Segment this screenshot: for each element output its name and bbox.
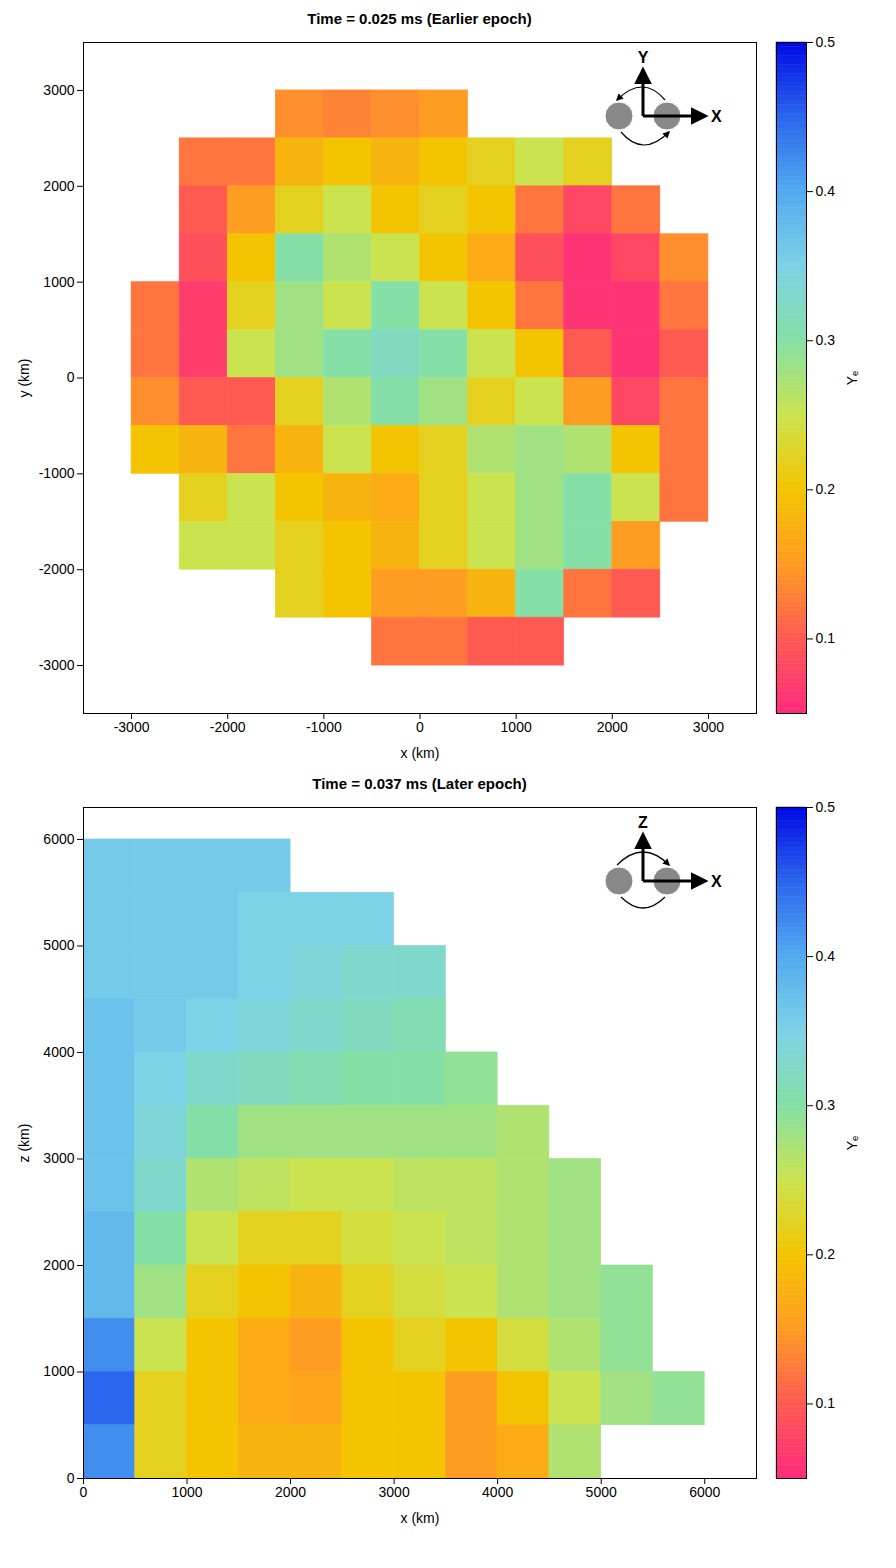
svg-text:0.3: 0.3: [816, 1097, 836, 1113]
svg-text:X: X: [711, 108, 722, 125]
svg-text:6000: 6000: [43, 831, 74, 847]
svg-text:0: 0: [67, 1470, 75, 1486]
svg-text:0: 0: [416, 719, 424, 735]
svg-text:Z: Z: [638, 814, 648, 831]
svg-text:1000: 1000: [501, 719, 532, 735]
svg-text:Y: Y: [638, 49, 649, 66]
svg-text:4000: 4000: [43, 1044, 74, 1060]
svg-text:4000: 4000: [482, 1484, 513, 1500]
svg-text:0.5: 0.5: [816, 34, 836, 50]
svg-text:0.2: 0.2: [816, 481, 836, 497]
svg-text:0.5: 0.5: [816, 799, 836, 815]
svg-text:1000: 1000: [171, 1484, 202, 1500]
svg-text:X: X: [711, 873, 722, 890]
svg-text:3000: 3000: [43, 82, 74, 98]
html-text:Time = 0.025 ms (Earlier epoch: Time = 0.025 ms (Earlier epoch): [307, 10, 532, 27]
svg-text:-3000: -3000: [39, 657, 75, 673]
svg-text:1000: 1000: [43, 1363, 74, 1379]
html-text:Time = 0.037 ms (Later epoch): Time = 0.037 ms (Later epoch): [312, 775, 527, 792]
svg-text:0.1: 0.1: [816, 630, 836, 646]
svg-text:z (km): z (km): [16, 1124, 32, 1163]
svg-text:Yₑ: Yₑ: [844, 371, 860, 386]
svg-text:-1000: -1000: [306, 719, 342, 735]
svg-text:2000: 2000: [597, 719, 628, 735]
svg-text:2000: 2000: [43, 1257, 74, 1273]
svg-text:3000: 3000: [693, 719, 724, 735]
svg-text:5000: 5000: [586, 1484, 617, 1500]
svg-text:x (km): x (km): [401, 1510, 440, 1526]
svg-text:Yₑ: Yₑ: [844, 1136, 860, 1151]
svg-text:1000: 1000: [43, 274, 74, 290]
svg-text:-1000: -1000: [39, 465, 75, 481]
svg-text:-2000: -2000: [39, 561, 75, 577]
svg-text:6000: 6000: [689, 1484, 720, 1500]
svg-text:0.1: 0.1: [816, 1395, 836, 1411]
svg-text:0.3: 0.3: [816, 332, 836, 348]
svg-text:0: 0: [80, 1484, 88, 1500]
svg-text:0.4: 0.4: [816, 948, 836, 964]
svg-text:-3000: -3000: [114, 719, 150, 735]
svg-text:2000: 2000: [275, 1484, 306, 1500]
svg-text:x (km): x (km): [401, 745, 440, 761]
svg-text:y (km): y (km): [16, 359, 32, 398]
svg-text:2000: 2000: [43, 178, 74, 194]
svg-text:0: 0: [67, 369, 75, 385]
svg-text:-2000: -2000: [210, 719, 246, 735]
svg-text:0.2: 0.2: [816, 1246, 836, 1262]
svg-text:0.4: 0.4: [816, 183, 836, 199]
svg-text:5000: 5000: [43, 937, 74, 953]
svg-text:3000: 3000: [379, 1484, 410, 1500]
svg-text:3000: 3000: [43, 1150, 74, 1166]
